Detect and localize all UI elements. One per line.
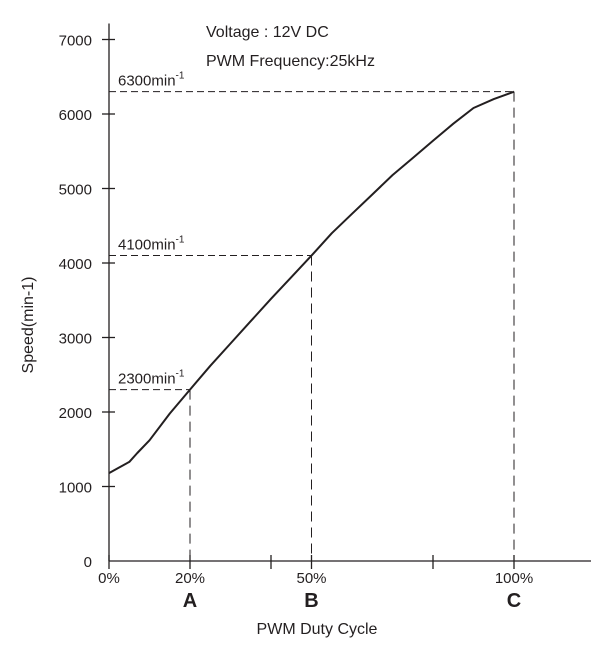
speed-annotation: 4100min-1: [118, 235, 185, 254]
duty-point-letter-a: A: [183, 590, 197, 612]
y-tick-label: 1000: [59, 480, 92, 497]
y-tick-label: 4000: [59, 256, 92, 273]
axes: 0 1000 2000 3000 4000 5000 6000 7000 0% 20% 50% 100…: [59, 23, 591, 587]
y-tick-label: 2000: [59, 405, 92, 422]
y-tick-label: 7000: [59, 33, 92, 50]
x-tick-label: 0%: [98, 570, 120, 587]
duty-point-letter-c: C: [507, 590, 521, 612]
y-tick-label: 5000: [59, 182, 92, 199]
condition-pwm-frequency: PWM Frequency:25kHz: [206, 53, 375, 70]
y-tick-label: 6000: [59, 107, 92, 124]
duty-point-letter-b: B: [304, 590, 318, 612]
speed-annotation: 6300min-1: [118, 71, 185, 90]
x-tick-label: 20%: [175, 570, 205, 587]
speed-curve: [108, 90, 515, 474]
x-axis-title: PWM Duty Cycle: [257, 621, 378, 638]
reference-guide-lines: [109, 91, 515, 561]
labels-group: Voltage : 12V DC PWM Frequency:25kHz PWM…: [20, 24, 521, 638]
y-tick-label: 3000: [59, 331, 92, 348]
condition-voltage: Voltage : 12V DC: [206, 24, 329, 41]
x-tick-label: 100%: [495, 570, 533, 587]
series-group: [108, 90, 515, 474]
speed-annotation: 2300min-1: [118, 369, 185, 388]
y-axis-title: Speed(min-1): [20, 277, 37, 374]
x-tick-label: 50%: [296, 570, 326, 587]
y-tick-label: 0: [84, 554, 92, 571]
